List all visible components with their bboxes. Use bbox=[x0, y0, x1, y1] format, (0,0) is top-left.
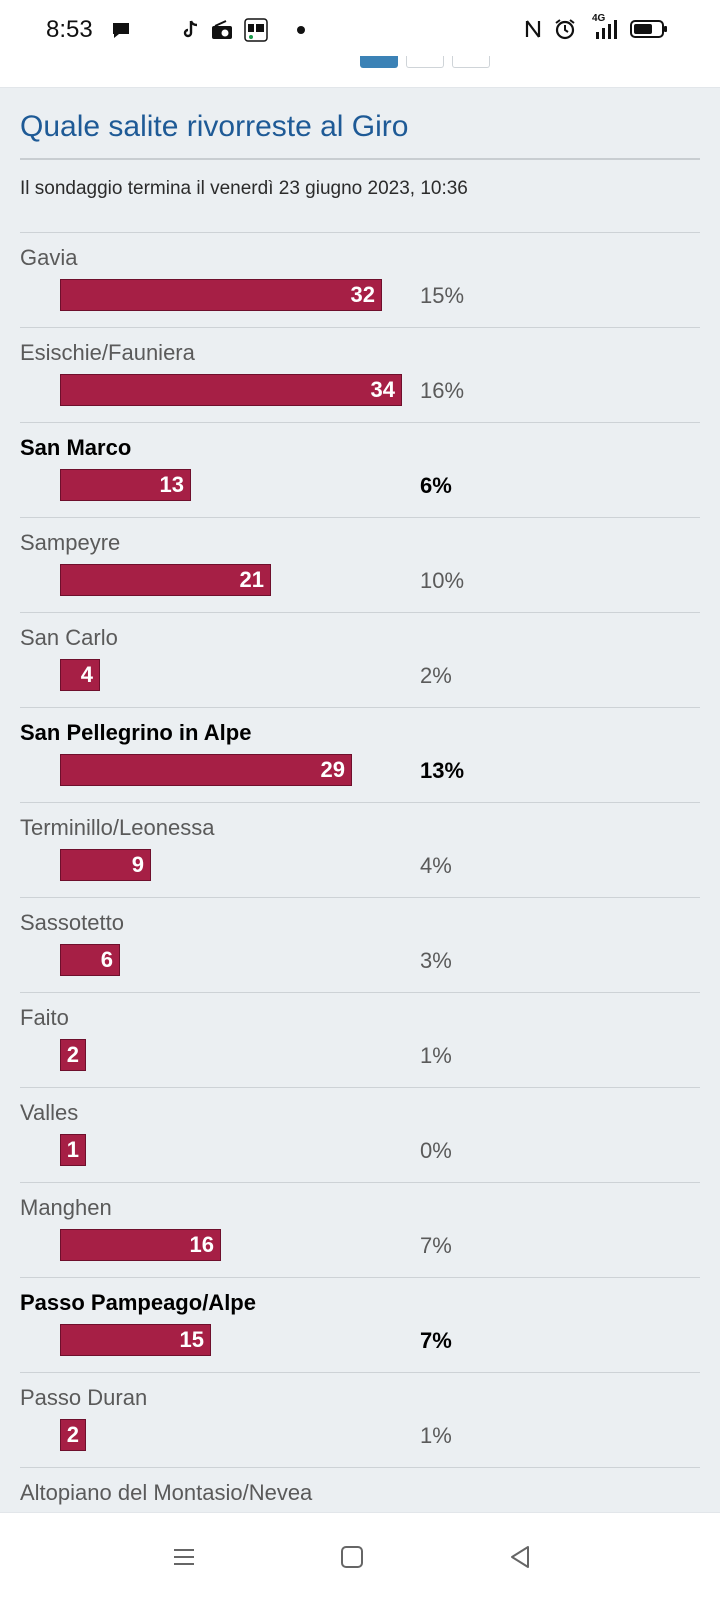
vote-count: 9 bbox=[131, 852, 144, 877]
vote-percent: 0% bbox=[420, 1138, 452, 1163]
vote-bar: 2 bbox=[60, 1039, 86, 1071]
nfc-icon bbox=[524, 18, 542, 40]
vote-count: 29 bbox=[320, 757, 345, 782]
option-label: Faito bbox=[20, 1005, 69, 1030]
vote-count: 6 bbox=[100, 947, 113, 972]
poll-option: Esischie/Fauniera 34 16% bbox=[20, 327, 700, 422]
vote-percent: 10% bbox=[420, 568, 465, 593]
vote-count: 32 bbox=[350, 282, 375, 307]
status-right-icons: 4G bbox=[524, 14, 668, 40]
vote-percent: 15% bbox=[420, 283, 465, 308]
chat-icon bbox=[110, 20, 132, 40]
battery-icon bbox=[630, 18, 668, 40]
poll-option: Altopiano del Montasio/Nevea bbox=[20, 1467, 700, 1512]
pager-dot[interactable] bbox=[452, 56, 490, 68]
option-label: San Pellegrino in Alpe bbox=[20, 720, 252, 745]
vote-percent: 2% bbox=[420, 663, 452, 688]
vote-bar: 32 bbox=[60, 279, 382, 311]
vote-percent: 6% bbox=[420, 473, 452, 498]
vote-count: 15 bbox=[179, 1327, 204, 1352]
home-icon[interactable] bbox=[336, 1541, 368, 1573]
poll-option: Passo Duran 2 1% bbox=[20, 1372, 700, 1467]
option-label: Manghen bbox=[20, 1195, 112, 1220]
vote-bar: 34 bbox=[60, 374, 402, 406]
poll-option: Faito 2 1% bbox=[20, 992, 700, 1087]
network-label: 4G bbox=[592, 13, 606, 24]
option-label: San Carlo bbox=[20, 625, 118, 650]
tiktok-icon bbox=[180, 19, 200, 41]
vote-bar: 9 bbox=[60, 849, 151, 881]
vote-bar: 4 bbox=[60, 659, 100, 691]
poll-option: Terminillo/Leonessa 9 4% bbox=[20, 802, 700, 897]
vote-bar: 15 bbox=[60, 1324, 211, 1356]
poll-panel: Quale salite rivorreste al Giro Il sonda… bbox=[0, 88, 720, 1512]
vote-percent: 1% bbox=[420, 1423, 452, 1448]
poll-end-date: Il sondaggio termina il venerdì 23 giugn… bbox=[20, 178, 468, 199]
nav-bar bbox=[0, 1512, 720, 1600]
option-label: Terminillo/Leonessa bbox=[20, 815, 215, 840]
vote-percent: 4% bbox=[420, 853, 452, 878]
vote-percent: 13% bbox=[420, 758, 465, 783]
pager-dot[interactable] bbox=[406, 56, 444, 68]
vote-bar: 29 bbox=[60, 754, 352, 786]
poll-option: Sassotetto 6 3% bbox=[20, 897, 700, 992]
option-label: Altopiano del Montasio/Nevea bbox=[20, 1480, 313, 1505]
option-label: Valles bbox=[20, 1100, 79, 1125]
poll-title: Quale salite rivorreste al Giro bbox=[20, 110, 409, 143]
vote-count: 21 bbox=[239, 567, 264, 592]
vote-bar: 16 bbox=[60, 1229, 221, 1261]
vote-count: 16 bbox=[189, 1232, 214, 1257]
status-bar: 8:53 4G bbox=[0, 0, 720, 64]
poll-option: San Marco 13 6% bbox=[20, 422, 700, 517]
vote-percent: 1% bbox=[420, 1043, 452, 1068]
vote-bar: 6 bbox=[60, 944, 120, 976]
vote-count: 13 bbox=[159, 472, 184, 497]
option-label: Gavia bbox=[20, 245, 78, 270]
vote-count: 2 bbox=[66, 1422, 79, 1447]
vote-count: 34 bbox=[370, 377, 395, 402]
vote-percent: 7% bbox=[420, 1233, 452, 1258]
top-strip bbox=[0, 64, 720, 88]
vote-percent: 7% bbox=[420, 1328, 452, 1353]
option-label: Sassotetto bbox=[20, 910, 124, 935]
poll-option: Sampeyre 21 10% bbox=[20, 517, 700, 612]
vote-count: 4 bbox=[80, 662, 93, 687]
option-label: Passo Pampeago/Alpe bbox=[20, 1290, 256, 1315]
vote-percent: 16% bbox=[420, 378, 465, 403]
vote-percent: 3% bbox=[420, 948, 452, 973]
poll-option: Valles 1 0% bbox=[20, 1087, 700, 1182]
poll-option: San Carlo 4 2% bbox=[20, 612, 700, 707]
status-time: 8:53 bbox=[46, 16, 93, 43]
option-label: Esischie/Fauniera bbox=[20, 340, 195, 365]
poll-options: Gavia 32 15% Esischie/Fauniera 34 16% San Marc… bbox=[20, 232, 700, 1512]
menu-icon[interactable] bbox=[168, 1541, 200, 1573]
alarm-icon bbox=[554, 18, 576, 40]
back-icon[interactable] bbox=[504, 1541, 536, 1573]
signal-icon: 4G bbox=[588, 14, 618, 40]
option-label: Sampeyre bbox=[20, 530, 121, 555]
poll-option: Manghen 16 7% bbox=[20, 1182, 700, 1277]
vote-count: 2 bbox=[66, 1042, 79, 1067]
poll-option: Passo Pampeago/Alpe 15 7% bbox=[20, 1277, 700, 1372]
option-label: Passo Duran bbox=[20, 1385, 148, 1410]
dot-icon bbox=[296, 25, 306, 35]
vote-bar: 1 bbox=[60, 1134, 86, 1166]
vote-bar: 21 bbox=[60, 564, 271, 596]
cm-app-icon bbox=[244, 18, 268, 42]
status-left-icons bbox=[110, 18, 306, 42]
vote-count: 1 bbox=[66, 1137, 79, 1162]
poll-option: Gavia 32 15% bbox=[20, 232, 700, 327]
radio-icon bbox=[210, 19, 234, 41]
option-label: San Marco bbox=[20, 435, 132, 460]
pager-dot-active[interactable] bbox=[360, 56, 398, 68]
poll-option: San Pellegrino in Alpe 29 13% bbox=[20, 707, 700, 802]
pager bbox=[360, 56, 490, 68]
vote-bar: 13 bbox=[60, 469, 191, 501]
vote-bar: 2 bbox=[60, 1419, 86, 1451]
title-divider bbox=[20, 158, 700, 160]
